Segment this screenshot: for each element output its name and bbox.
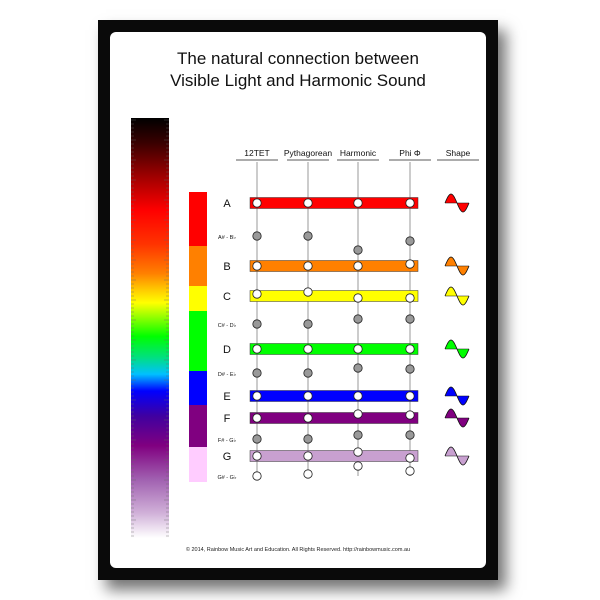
note-color-block [189,286,207,311]
note-rows: A A# - B♭ B C C# - D♭ D D# - E♭ EF F# - G♭ G G# - … [217,193,470,481]
tone-marker-natural [303,391,313,401]
column-header: Phi Φ [399,148,421,158]
note-label: B [223,261,230,273]
tone-marker-accidental [303,319,313,329]
spectrum-bar [131,118,169,538]
note-label: C [223,291,231,303]
note-color-block [189,311,207,371]
tone-marker-natural [303,198,313,208]
tone-marker-natural [252,451,262,461]
note-label: G [223,451,232,463]
tone-marker-accidental [303,368,313,378]
copyright-footer: © 2014, Rainbow Music Art and Education.… [185,547,411,553]
tone-marker-natural [405,198,415,208]
tone-marker-accidental [303,434,313,444]
tone-marker-accidental [252,471,262,481]
tone-marker-natural [405,410,415,420]
accidental-label: C# - D♭ [218,322,237,329]
note-color-blocks [189,192,207,482]
column-header: Harmonic [340,148,377,158]
tone-marker-accidental [405,236,415,246]
tone-marker-accidental [353,363,363,373]
tone-marker-accidental [405,364,415,374]
accidental-label: G# - G♭ [217,474,237,481]
note-color-band [249,290,419,302]
tone-marker-natural [405,259,415,269]
column-headers: 12TET Pythagorean Harmonic Phi Φ Shape [236,148,479,161]
column-header: Shape [446,148,471,158]
tone-marker-accidental [353,461,363,471]
tone-marker-natural [353,391,363,401]
tone-marker-accidental [353,245,363,255]
tone-marker-natural [252,391,262,401]
tone-marker-natural [252,289,262,299]
tone-marker-accidental [252,231,262,241]
spectrum-ticks [131,119,169,537]
note-color-block [189,192,207,246]
column-header: Pythagorean [284,148,332,158]
tone-marker-accidental [303,469,313,479]
tone-marker-accidental [303,231,313,241]
note-color-block [189,447,207,482]
tone-marker-accidental [252,368,262,378]
note-label: E [223,391,230,403]
tone-marker-accidental [252,434,262,444]
note-color-block [189,405,207,447]
tone-marker-accidental [405,466,415,476]
note-color-band [249,197,419,209]
tone-marker-natural [303,451,313,461]
tone-marker-natural [405,453,415,463]
tone-marker-natural [303,287,313,297]
accidental-label: D# - E♭ [218,371,237,378]
note-color-band [249,343,419,355]
tone-marker-natural [252,198,262,208]
tone-marker-natural [405,293,415,303]
tone-marker-natural [405,344,415,354]
tone-marker-natural [252,261,262,271]
tone-marker-accidental [252,319,262,329]
tone-marker-accidental [353,314,363,324]
tone-marker-natural [252,413,262,423]
tone-marker-natural [353,198,363,208]
note-color-band [249,450,419,462]
column-header: 12TET [244,148,270,158]
note-color-band [249,412,419,424]
tone-marker-natural [353,293,363,303]
tone-marker-natural [303,261,313,271]
note-label: D [223,344,231,356]
tone-marker-natural [252,344,262,354]
tone-marker-accidental [405,314,415,324]
note-color-block [189,371,207,405]
accidental-label: F# - G♭ [218,437,237,444]
note-color-band [249,260,419,272]
note-color-block [189,246,207,286]
tone-marker-accidental [353,430,363,440]
note-label: F [224,413,231,425]
tone-marker-natural [353,409,363,419]
tone-marker-natural [303,413,313,423]
accidental-label: A# - B♭ [218,234,236,241]
title-line-2: Visible Light and Harmonic Sound [170,71,426,90]
tone-marker-natural [353,344,363,354]
note-color-band [249,390,419,402]
tone-marker-natural [353,447,363,457]
title-line-1: The natural connection between [177,49,419,68]
tone-marker-accidental [405,430,415,440]
poster-title: The natural connection between Visible L… [110,48,486,92]
grid-lines [256,162,411,476]
tone-marker-natural [405,391,415,401]
tone-marker-natural [353,261,363,271]
tone-marker-natural [303,344,313,354]
note-label: A [223,198,231,210]
